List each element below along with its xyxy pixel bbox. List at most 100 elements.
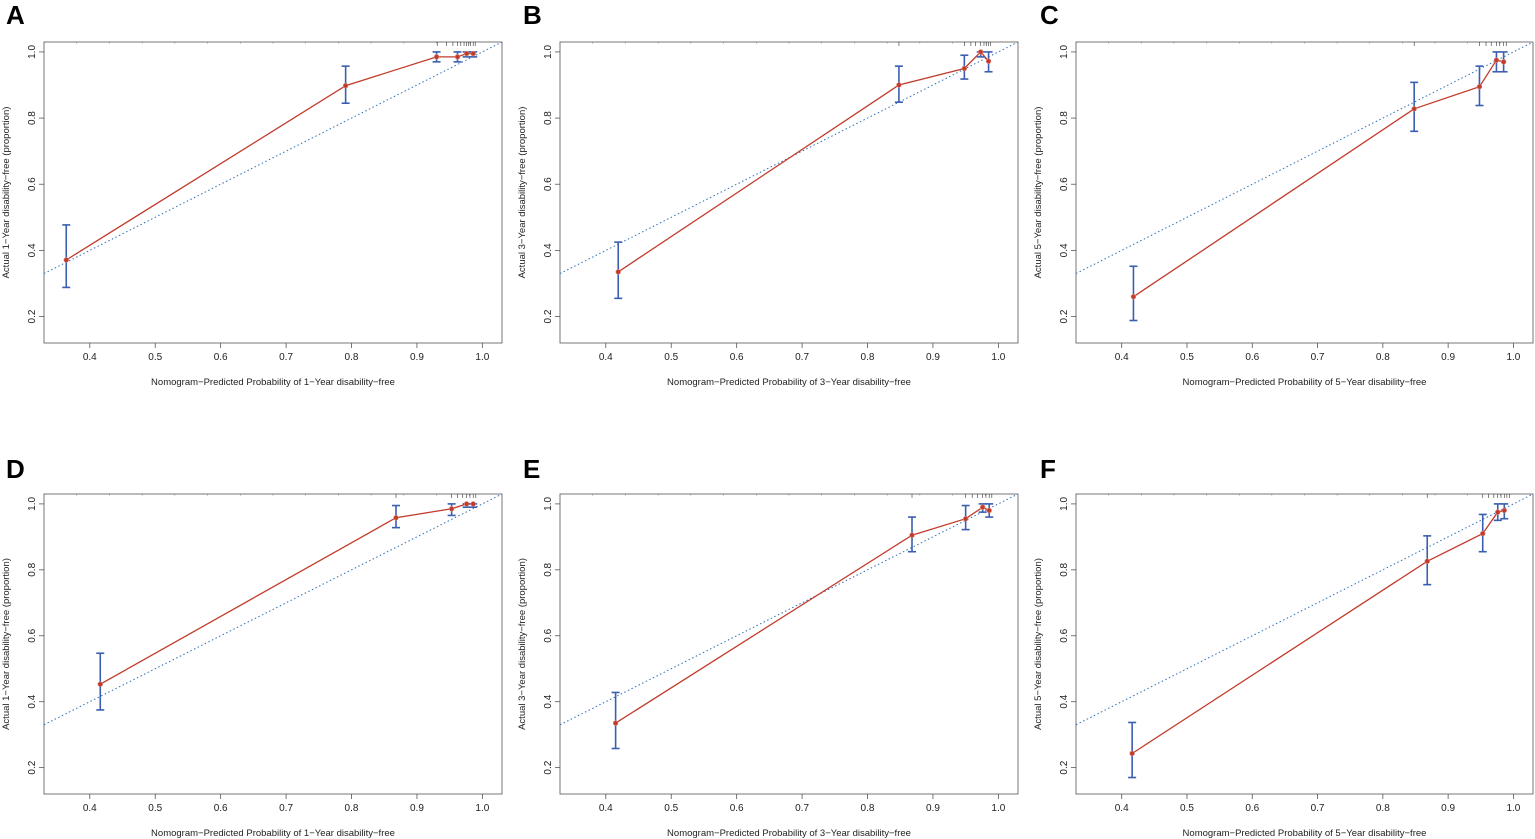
calibration-panel-d: D 0.4 0.5 0.6 0.7 0.8 0.9 1.0 0.2 0.4 0.6 0.8 1.0 Nom…: [1, 454, 503, 839]
x-tick-label: 0.8: [345, 803, 359, 814]
x-tick-label: 0.9: [926, 352, 940, 363]
plot-frame: [559, 493, 1019, 795]
data-point: [433, 54, 440, 60]
y-tick-label: 0.8: [543, 111, 554, 125]
y-axis-label: Actual 3−Year disability−free (proportio…: [517, 107, 528, 279]
y-tick-label: 0.4: [27, 243, 38, 257]
x-tick-label: 0.6: [214, 352, 228, 363]
y-tick-label: 0.6: [543, 628, 554, 642]
calibration-curve: [1131, 509, 1505, 755]
y-tick-label: 0.6: [1059, 628, 1070, 642]
calibration-panel-e: E 0.4 0.5 0.6 0.7 0.8 0.9 1.0 0.2 0.4 0.6 0.8 1.0 Nom…: [517, 454, 1019, 839]
y-tick-label: 0.8: [543, 562, 554, 576]
x-tick-label: 0.5: [664, 803, 678, 814]
x-tick-label: 1.0: [1506, 803, 1520, 814]
x-tick-label: 0.6: [730, 352, 744, 363]
y-tick-label: 0.4: [1059, 694, 1070, 708]
data-point: [1130, 293, 1137, 300]
data-point: [985, 58, 992, 64]
data-point: [961, 65, 968, 72]
y-tick-label: 0.2: [27, 309, 38, 323]
x-tick-label: 0.9: [1441, 352, 1455, 363]
data-point: [979, 504, 986, 510]
data-point: [962, 516, 969, 522]
y-tick-label: 1.0: [1059, 497, 1070, 511]
x-tick-label: 0.6: [214, 803, 228, 814]
x-tick-label: 0.8: [1376, 803, 1390, 814]
y-tick-label: 0.8: [1059, 562, 1070, 576]
x-axis-label: Nomogram−Predicted Probability of 1−Year…: [151, 377, 395, 388]
data-point: [63, 257, 69, 263]
y-tick-label: 0.6: [27, 628, 38, 642]
data-point: [1476, 83, 1483, 90]
y-tick-label: 0.4: [543, 243, 554, 257]
y-axis-label: Actual 5−Year disability−free (proportio…: [1033, 107, 1044, 279]
data-point: [1424, 558, 1430, 564]
y-tick-label: 0.4: [27, 694, 38, 708]
x-tick-label: 0.6: [730, 803, 744, 814]
x-tick-label: 0.7: [1311, 803, 1325, 814]
data-point: [463, 50, 470, 57]
data-point: [448, 506, 455, 512]
y-tick-label: 0.2: [543, 760, 554, 774]
data-point: [454, 54, 461, 60]
calibration-curve: [99, 503, 474, 685]
x-tick-label: 0.4: [1115, 352, 1129, 363]
y-axis-label: Actual 1−Year disability−free (proportio…: [1, 107, 12, 279]
x-tick-label: 0.5: [1180, 352, 1194, 363]
x-tick-label: 0.7: [279, 352, 293, 363]
x-tick-label: 0.5: [148, 803, 162, 814]
x-tick-label: 0.6: [1245, 352, 1259, 363]
x-tick-label: 0.7: [279, 803, 293, 814]
x-tick-label: 0.4: [83, 803, 97, 814]
ideal-reference-line: [44, 42, 502, 274]
ideal-reference-line: [560, 494, 1018, 726]
panel-letter: D: [6, 454, 25, 484]
y-tick-label: 0.4: [1059, 243, 1070, 257]
y-axis-label: Actual 3−Year disability−free (proportio…: [517, 558, 528, 730]
x-tick-label: 0.7: [795, 803, 809, 814]
y-tick-label: 1.0: [1059, 45, 1070, 59]
x-tick-label: 0.7: [795, 352, 809, 363]
ideal-reference-line: [44, 494, 502, 726]
data-point: [463, 501, 470, 507]
data-point: [470, 501, 476, 507]
x-axis-label: Nomogram−Predicted Probability of 5−Year…: [1183, 377, 1427, 388]
panel-letter: F: [1040, 454, 1056, 484]
x-tick-label: 0.4: [599, 803, 613, 814]
y-tick-label: 0.2: [1059, 760, 1070, 774]
x-tick-label: 0.5: [148, 352, 162, 363]
data-point: [1495, 509, 1501, 515]
x-tick-label: 1.0: [475, 803, 489, 814]
x-tick-label: 0.6: [1245, 803, 1259, 814]
calibration-curve: [617, 50, 990, 273]
y-tick-label: 0.8: [27, 111, 38, 125]
data-point: [1501, 507, 1507, 514]
data-point: [1493, 57, 1500, 63]
x-axis-label: Nomogram−Predicted Probability of 3−Year…: [667, 828, 911, 839]
ideal-reference-line: [1076, 42, 1533, 274]
y-tick-label: 0.2: [27, 760, 38, 774]
x-tick-label: 0.8: [1376, 352, 1390, 363]
ideal-reference-line: [1076, 494, 1533, 726]
x-tick-label: 1.0: [1506, 352, 1520, 363]
x-axis-label: Nomogram−Predicted Probability of 1−Year…: [151, 828, 395, 839]
data-point: [393, 515, 399, 521]
y-tick-label: 0.6: [543, 177, 554, 191]
data-point: [978, 49, 984, 55]
data-point: [896, 82, 902, 88]
calibration-curve: [615, 506, 990, 724]
y-tick-label: 0.2: [1059, 309, 1070, 323]
y-axis-label: Actual 1−Year disability−free (proportio…: [1, 558, 12, 730]
x-tick-label: 1.0: [991, 803, 1005, 814]
x-tick-label: 1.0: [475, 352, 489, 363]
y-tick-label: 1.0: [27, 497, 38, 511]
panel-letter: B: [523, 0, 542, 30]
x-tick-label: 0.8: [861, 803, 875, 814]
x-tick-label: 0.8: [861, 352, 875, 363]
data-point: [1480, 530, 1486, 537]
x-tick-label: 0.4: [1115, 803, 1129, 814]
x-tick-label: 0.4: [83, 352, 97, 363]
panel-letter: A: [6, 0, 25, 30]
y-tick-label: 1.0: [543, 497, 554, 511]
